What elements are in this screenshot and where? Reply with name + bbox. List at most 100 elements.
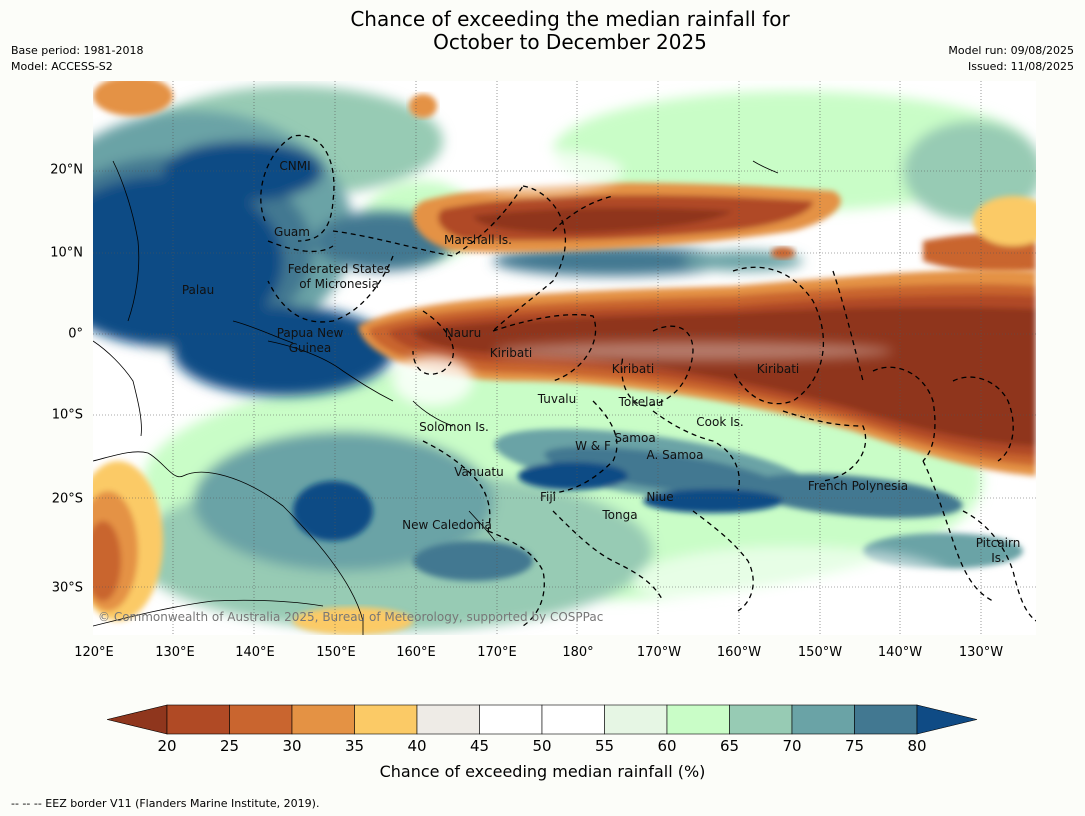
field-patch [633, 546, 953, 616]
coastlines [93, 160, 779, 635]
colorbar-label: Chance of exceeding median rainfall (%) [379, 762, 706, 781]
field-patch [173, 306, 393, 396]
colorbar-segment [604, 704, 668, 735]
model-name: Model: ACCESS-S2 [11, 60, 113, 73]
colorbar-segment [791, 704, 855, 735]
colorbar-extend-low [107, 704, 168, 735]
title-line-1: Chance of exceeding the median rainfall … [350, 7, 790, 31]
lon-tick: 160°W [716, 645, 762, 660]
field-patch [443, 149, 623, 193]
lon-tick: 170°W [636, 645, 682, 660]
label-tokelau: Tokelau [618, 395, 664, 409]
eez-borders [260, 134, 1036, 627]
issued-date: Issued: 11/08/2025 [967, 60, 1074, 73]
lat-tick: 20°N [50, 162, 83, 178]
label-wf: W & F [575, 439, 611, 453]
label-fiji: Fiji [540, 490, 556, 504]
lon-tick: 180° [562, 645, 594, 660]
lat-tick: 10°S [51, 407, 83, 423]
field-patch [493, 246, 733, 276]
lon-tick: 150°E [316, 645, 356, 660]
label-nauru: Nauru [445, 326, 481, 340]
field-patch [743, 473, 963, 519]
eez-footer-note: -- -- -- EEZ border V11 (Flanders Marine… [11, 797, 320, 810]
label-png-2: Guinea [289, 341, 332, 355]
label-cnmi: CNMI [279, 159, 310, 173]
rainfall-map: CNMI Guam Marshall Is. Federated States … [93, 81, 1036, 635]
colorbar-tick-label: 50 [532, 737, 552, 755]
lat-tick: 20°S [51, 491, 83, 507]
colorbar-segment [729, 704, 793, 735]
colorbar-tick-label: 60 [657, 737, 677, 755]
colorbar-tick-label: 75 [844, 737, 865, 755]
label-fsm-1: Federated States [288, 262, 390, 276]
lon-tick: 160°E [396, 645, 436, 660]
colorbar-tick-label: 80 [907, 737, 927, 755]
colorbar-tick-label: 30 [282, 737, 302, 755]
colorbar-segment [166, 704, 230, 735]
label-cook: Cook Is. [696, 415, 743, 429]
lon-tick: 150°W [797, 645, 843, 660]
colorbar-tick-label: 45 [469, 737, 490, 755]
meta-right: Model run: 09/08/2025 Issued: 11/08/2025 [948, 43, 1074, 75]
label-french-polynesia: French Polynesia [808, 479, 908, 493]
label-niue: Niue [646, 490, 673, 504]
colorbar-tick-label: 70 [782, 737, 802, 755]
label-vanuatu: Vanuatu [454, 465, 504, 479]
colorbar-segment [541, 704, 605, 735]
field-patch [413, 541, 533, 581]
label-kiribati-2: Kiribati [612, 362, 654, 376]
lon-tick: 140°E [235, 645, 275, 660]
label-marshall: Marshall Is. [444, 233, 512, 247]
field-patch [93, 81, 173, 116]
label-palau: Palau [182, 283, 214, 297]
label-tuvalu: Tuvalu [537, 392, 577, 406]
label-pitcairn-1: Pitcairn [976, 536, 1021, 550]
lat-tick: 0° [68, 326, 83, 342]
colorbar-segment [479, 704, 543, 735]
colorbar-segment [354, 704, 418, 735]
lon-tick: 130°W [958, 645, 1004, 660]
copyright-note: © Commonwealth of Australia 2025, Bureau… [98, 610, 603, 624]
field-patch [93, 521, 121, 601]
field-patch [409, 94, 437, 118]
lat-tick: 30°S [51, 580, 83, 596]
colorbar-tick-label: 20 [157, 737, 177, 755]
model-run: Model run: 09/08/2025 [948, 44, 1074, 57]
colorbar-tick-label: 40 [407, 737, 427, 755]
field-patch [973, 196, 1036, 246]
field-patch [293, 481, 373, 541]
label-tonga: Tonga [601, 508, 637, 522]
colorbar-tick-label: 35 [344, 737, 365, 755]
label-kiribati-3: Kiribati [757, 362, 799, 376]
label-png-1: Papua New [277, 326, 344, 340]
colorbar-segment [291, 704, 355, 735]
label-guam: Guam [274, 225, 310, 239]
colorbar-segment [666, 704, 730, 735]
label-kiribati-1: Kiribati [490, 346, 532, 360]
field-patch [93, 176, 283, 346]
field-patch [544, 446, 782, 496]
label-pitcairn-2: Is. [991, 551, 1005, 565]
label-fsm-2: of Micronesia [299, 277, 379, 291]
region-labels: CNMI Guam Marshall Is. Federated States … [182, 159, 1020, 565]
colorbar-extend-high [916, 704, 978, 735]
equatorial-dry-tongue-deep [413, 307, 1036, 446]
colorbar-segment [416, 704, 480, 735]
meta-left: Base period: 1981-2018 Model: ACCESS-S2 [11, 43, 143, 75]
label-solomon: Solomon Is. [419, 420, 489, 434]
colorbar-segment [854, 704, 918, 735]
field-patch [518, 462, 628, 490]
dry-band-north-core2 [473, 207, 733, 233]
lon-tick: 140°W [877, 645, 923, 660]
label-new-caledonia: New Caledonia [402, 518, 492, 532]
title-line-2: October to December 2025 [433, 30, 707, 54]
lon-tick: 120°E [74, 645, 114, 660]
colorbar-segment [229, 704, 293, 735]
colorbar [107, 704, 978, 735]
field-patch [293, 607, 413, 635]
colorbar-tick-label: 55 [594, 737, 615, 755]
field-patch [393, 356, 473, 406]
rainfall-field [93, 81, 1036, 635]
label-samoa: Samoa [614, 431, 655, 445]
